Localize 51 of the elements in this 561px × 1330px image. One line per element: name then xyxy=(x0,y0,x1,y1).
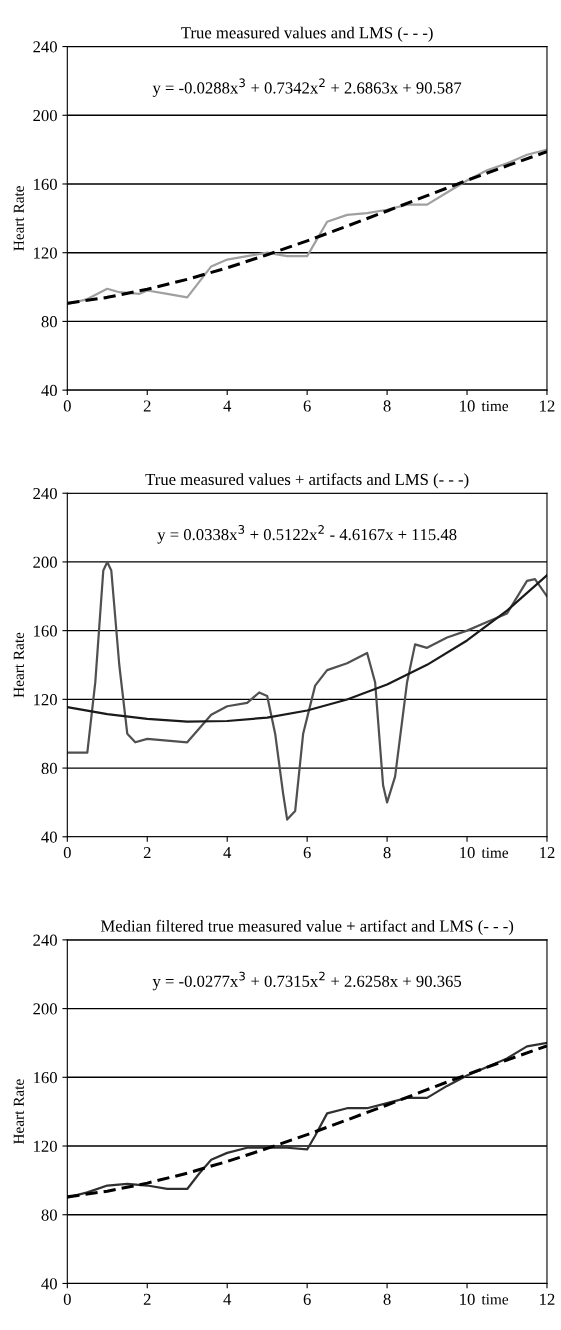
y-tick-label: 40 xyxy=(41,1278,57,1290)
x-tick-label: 10 xyxy=(460,1293,475,1305)
y-tick-label: 40 xyxy=(41,831,57,843)
x-tick-label: 6 xyxy=(303,847,311,859)
x-tick-label: 2 xyxy=(143,847,151,859)
y-tick-label: 200 xyxy=(33,556,57,568)
x-tick-label: 12 xyxy=(540,400,555,412)
chart-title: True measured values + artifacts and LMS (- - -) xyxy=(145,473,469,489)
x-tick-label: 10 xyxy=(460,400,475,412)
x-tick-label: 2 xyxy=(143,1293,151,1305)
x-tick-label: 6 xyxy=(303,1293,311,1305)
y-tick-label: 80 xyxy=(41,762,57,775)
x-tick-label: 4 xyxy=(223,400,232,412)
y-tick-label: 160 xyxy=(34,625,57,637)
x-tick-label: 10 xyxy=(460,847,475,859)
y-tick-label: 120 xyxy=(34,694,57,706)
x-tick-label: 0 xyxy=(63,1293,71,1305)
y-axis-title: Heart Rate xyxy=(13,632,24,698)
chart-title: True measured values and LMS (- - -) xyxy=(181,26,433,42)
y-tick-label: 80 xyxy=(41,1209,57,1221)
x-axis-title: time xyxy=(481,847,509,858)
x-tick-label: 8 xyxy=(383,1293,391,1305)
x-tick-label: 6 xyxy=(303,400,311,412)
x-tick-label: 2 xyxy=(143,400,151,412)
y-tick-label: 120 xyxy=(34,1140,57,1152)
y-tick-label: 200 xyxy=(33,109,57,122)
y-tick-label: 240 xyxy=(33,934,57,946)
x-tick-label: 0 xyxy=(63,847,71,859)
y-tick-label: 80 xyxy=(41,316,57,328)
y-tick-label: 240 xyxy=(33,41,57,53)
x-tick-label: 0 xyxy=(63,400,71,412)
x-tick-label: 12 xyxy=(540,847,555,859)
x-axis-title: time xyxy=(481,1294,509,1305)
x-tick-label: 4 xyxy=(223,847,232,859)
annotation: y = -0.0288x$^{3}$ + 0.7342x$^{2}$ + 2.6863x + 90.587 xyxy=(152,78,462,97)
annotation: y = 0.0338x$^{3}$ + 0.5122x$^{2}$ - 4.6167x + 115.48 xyxy=(157,525,457,544)
y-axis-title: Heart Rate xyxy=(13,186,24,251)
x-tick-label: 8 xyxy=(383,847,391,859)
x-tick-label: 4 xyxy=(223,1293,232,1305)
x-tick-label: 8 xyxy=(383,400,391,412)
annotation: y = -0.0277x$^{3}$ + 0.7315x$^{2}$ + 2.6258x + 90.365 xyxy=(152,971,462,991)
y-tick-label: 160 xyxy=(34,1072,57,1084)
y-axis-title: Heart Rate xyxy=(13,1079,24,1145)
chart-title: Median filtered true measured value + artifact and LMS (- - -) xyxy=(100,919,514,936)
x-axis-title: time xyxy=(481,400,509,412)
y-tick-label: 160 xyxy=(34,178,57,190)
y-tick-label: 200 xyxy=(33,1003,57,1015)
y-tick-label: 240 xyxy=(33,487,57,500)
x-tick-label: 12 xyxy=(540,1293,555,1305)
y-tick-label: 40 xyxy=(41,384,57,397)
y-tick-label: 120 xyxy=(34,247,57,259)
